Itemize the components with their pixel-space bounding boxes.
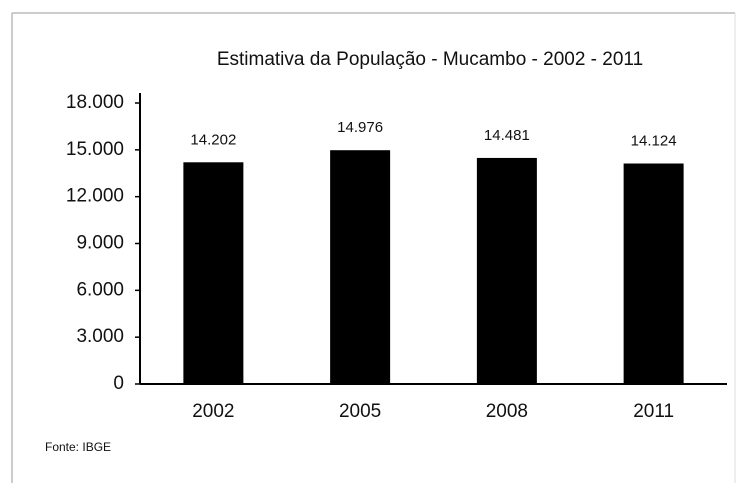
value-label: 14.202 <box>190 131 236 148</box>
x-tick-label: 2005 <box>339 401 381 422</box>
value-label: 14.124 <box>631 132 677 149</box>
value-label: 14.481 <box>484 127 530 144</box>
x-tick-label: 2011 <box>633 401 674 422</box>
chart-title: Estimativa da População - Mucambo - 2002… <box>217 49 643 70</box>
y-tick-label: 6.000 <box>76 279 124 300</box>
x-tick-label: 2002 <box>192 401 234 422</box>
value-label: 14.976 <box>337 119 383 136</box>
x-tick-label: 2008 <box>486 401 528 422</box>
y-tick-label: 0 <box>113 373 124 394</box>
source-note: Fonte: IBGE <box>45 440 111 454</box>
bar <box>476 157 537 384</box>
y-tick-label: 18.000 <box>66 92 124 113</box>
bar <box>330 150 391 384</box>
y-tick-label: 15.000 <box>66 139 124 160</box>
y-tick-label: 12.000 <box>66 186 124 207</box>
y-tick-label: 9.000 <box>76 233 124 254</box>
y-tick-label: 3.000 <box>76 326 124 347</box>
bar <box>183 162 244 384</box>
bar <box>623 163 684 384</box>
